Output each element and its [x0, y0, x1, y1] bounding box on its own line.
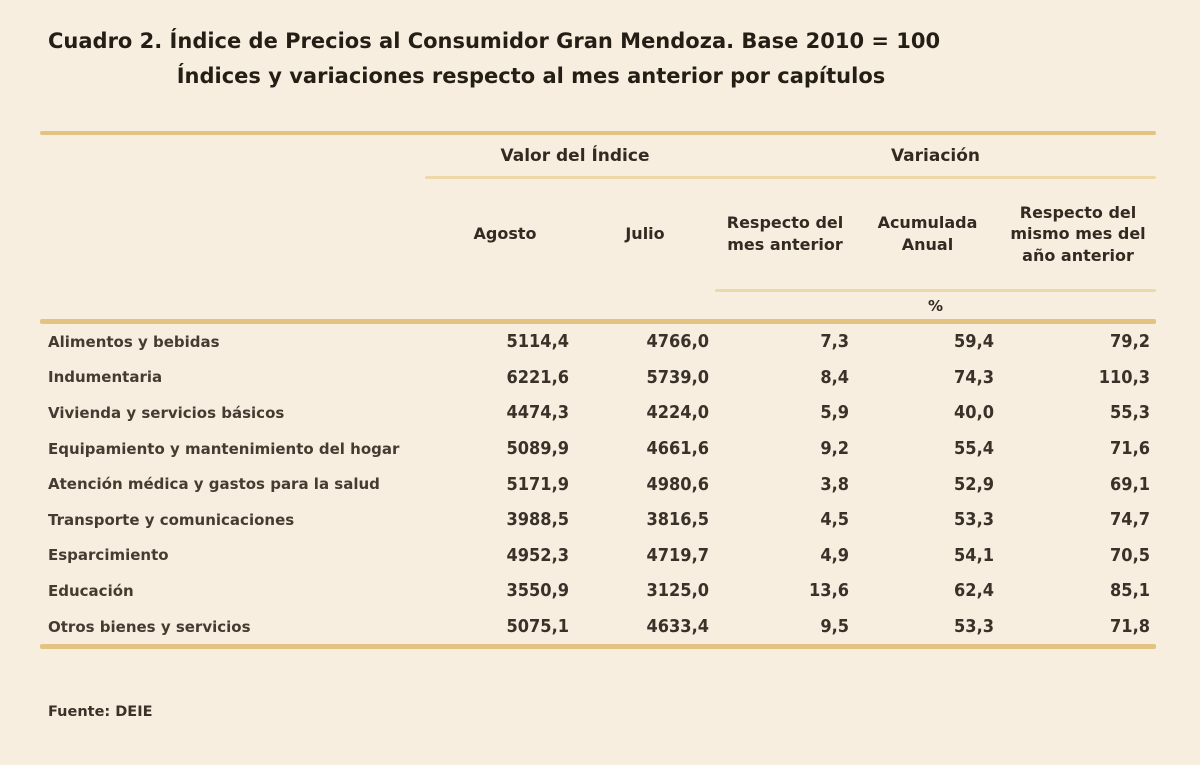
cell-var-interanual: 55,3: [1110, 402, 1150, 424]
row-label: Otros bienes y servicios: [48, 617, 251, 636]
cell-var-acumulada: 54,1: [954, 544, 994, 566]
cell-agosto: 6221,6: [506, 366, 570, 388]
row-label: Alimentos y bebidas: [48, 332, 220, 351]
cell-agosto: 4952,3: [506, 544, 570, 566]
table-body: Alimentos y bebidas 5114,4 4766,0 7,3 59…: [40, 324, 1156, 644]
cell-julio: 4980,6: [646, 473, 710, 495]
ipc-table: Valor del Índice Variación Agosto Julio …: [40, 131, 1156, 650]
column-header-agosto: Agosto: [473, 224, 537, 244]
cell-var-mes: 5,9: [820, 402, 849, 424]
cell-julio: 4224,0: [646, 402, 710, 424]
cell-var-acumulada: 55,4: [954, 438, 994, 460]
row-label: Atención médica y gastos para la salud: [48, 475, 380, 494]
cell-julio: 4719,7: [646, 544, 710, 566]
cell-agosto: 3550,9: [506, 580, 570, 602]
table-row: Esparcimiento 4952,3 4719,7 4,9 54,1 70,…: [40, 538, 1156, 574]
table-row: Atención médica y gastos para la salud 5…: [40, 466, 1156, 502]
table-header-bottom-rule: [40, 319, 1156, 324]
cell-var-acumulada: 62,4: [954, 580, 994, 602]
column-header-julio: Julio: [625, 224, 665, 244]
cell-var-acumulada: 53,3: [954, 509, 994, 531]
cell-agosto: 3988,5: [506, 509, 570, 531]
cell-var-mes: 3,8: [820, 473, 849, 495]
cell-agosto: 4474,3: [506, 402, 570, 424]
table-row: Otros bienes y servicios 5075,1 4633,4 9…: [40, 609, 1156, 645]
page-title: Cuadro 2. Índice de Precios al Consumido…: [48, 24, 1014, 93]
variacion-columns-underline: [715, 289, 1156, 292]
table-row: Transporte y comunicaciones 3988,5 3816,…: [40, 502, 1156, 538]
cell-var-interanual: 74,7: [1110, 509, 1150, 531]
table-row: Indumentaria 6221,6 5739,0 8,4 74,3 110,…: [40, 360, 1156, 396]
cell-var-acumulada: 52,9: [954, 473, 994, 495]
table-row: Equipamiento y mantenimiento del hogar 5…: [40, 431, 1156, 467]
cell-var-interanual: 69,1: [1110, 473, 1150, 495]
cell-var-acumulada: 59,4: [954, 331, 994, 353]
title-line-1: Cuadro 2. Índice de Precios al Consumido…: [48, 29, 941, 53]
group-header-underline: [425, 176, 1156, 179]
cell-var-mes: 13,6: [809, 580, 849, 602]
cell-agosto: 5089,9: [506, 438, 570, 460]
cell-var-mes: 8,4: [820, 366, 849, 388]
column-header-var-mes-anterior: Respecto del mes anterior: [726, 213, 844, 254]
table-row: Educación 3550,9 3125,0 13,6 62,4 85,1: [40, 573, 1156, 609]
cell-agosto: 5171,9: [506, 473, 570, 495]
row-label: Educación: [48, 581, 134, 600]
cell-var-interanual: 71,8: [1110, 616, 1150, 638]
table-row: Alimentos y bebidas 5114,4 4766,0 7,3 59…: [40, 324, 1156, 360]
column-header-var-interanual: Respecto del mismo mes del año anterior: [1010, 202, 1146, 265]
cell-agosto: 5075,1: [506, 616, 570, 638]
cell-var-acumulada: 40,0: [954, 402, 994, 424]
row-label: Esparcimiento: [48, 546, 169, 565]
unit-label-percent: %: [927, 296, 944, 315]
cell-julio: 3816,5: [646, 509, 710, 531]
cell-julio: 3125,0: [646, 580, 710, 602]
group-header-variacion: Variación: [890, 145, 981, 166]
unit-row: %: [40, 292, 1156, 319]
row-label: Indumentaria: [48, 368, 163, 387]
title-line-2: Índices y variaciones respecto al mes an…: [176, 63, 886, 88]
column-header-var-acumulada-anual: Acumulada Anual: [877, 213, 978, 254]
cell-julio: 5739,0: [646, 366, 710, 388]
cell-var-interanual: 85,1: [1110, 580, 1150, 602]
table-group-header-row: Valor del Índice Variación: [40, 135, 1156, 176]
cell-var-acumulada: 53,3: [954, 616, 994, 638]
cell-julio: 4661,6: [646, 438, 710, 460]
table-row: Vivienda y servicios básicos 4474,3 4224…: [40, 395, 1156, 431]
group-header-valor-indice: Valor del Índice: [500, 145, 650, 166]
cell-julio: 4766,0: [646, 331, 710, 353]
cell-var-interanual: 70,5: [1110, 544, 1150, 566]
cell-var-acumulada: 74,3: [954, 366, 994, 388]
table-top-rule: [40, 131, 1156, 135]
table-column-header-row: Agosto Julio Respecto del mes anterior A…: [40, 179, 1156, 289]
row-label: Equipamiento y mantenimiento del hogar: [48, 439, 400, 458]
cell-var-mes: 4,5: [820, 509, 849, 531]
table-bottom-rule: [40, 644, 1156, 650]
source-note: Fuente: DEIE: [48, 704, 153, 720]
row-label: Vivienda y servicios básicos: [48, 403, 285, 422]
cell-var-mes: 4,9: [820, 544, 849, 566]
cell-agosto: 5114,4: [506, 331, 570, 353]
cell-var-interanual: 79,2: [1110, 331, 1150, 353]
row-label: Transporte y comunicaciones: [48, 510, 295, 529]
cell-julio: 4633,4: [646, 616, 710, 638]
cell-var-mes: 7,3: [820, 331, 849, 353]
cell-var-interanual: 110,3: [1098, 366, 1150, 388]
cell-var-mes: 9,5: [820, 616, 849, 638]
cell-var-interanual: 71,6: [1110, 438, 1150, 460]
cell-var-mes: 9,2: [820, 438, 849, 460]
